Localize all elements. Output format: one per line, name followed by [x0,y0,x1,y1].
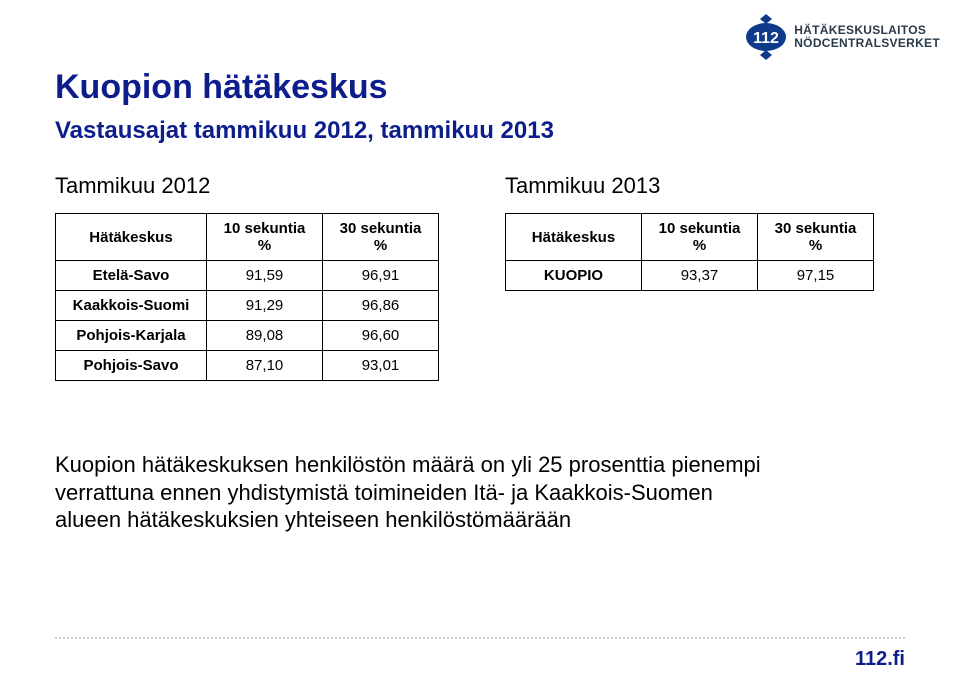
table-cell: 91,59 [207,261,323,291]
page-title: Kuopion hätäkeskus [55,68,905,107]
page-subtitle: Vastausajat tammikuu 2012, tammikuu 2013 [55,117,905,145]
table-cell: 91,29 [207,291,323,321]
table-cell: Kaakkois-Suomi [56,291,207,321]
table-cell: 93,37 [642,261,758,291]
table-row: Hätäkeskus 10 sekuntia% 30 sekuntia% [56,214,439,261]
logo-text-block: HÄTÄKESKUSLAITOS NÖDCENTRALSVERKET [794,24,940,49]
table-row: Hätäkeskus 10 sekuntia% 30 sekuntia% [506,214,874,261]
table-cell: 96,60 [323,321,439,351]
tables-container: Tammikuu 2012 Hätäkeskus 10 sekuntia% 30… [55,173,905,381]
table-2012: Hätäkeskus 10 sekuntia% 30 sekuntia% Ete… [55,213,439,381]
table-2012-label: Tammikuu 2012 [55,173,439,199]
table-cell: 93,01 [323,351,439,381]
table-cell: 96,91 [323,261,439,291]
logo-112-icon: 112 [744,14,788,60]
table-header: 30 sekuntia% [323,214,439,261]
table-cell: 89,08 [207,321,323,351]
table-row: Pohjois-Savo 87,10 93,01 [56,351,439,381]
logo: 112 HÄTÄKESKUSLAITOS NÖDCENTRALSVERKET [744,14,940,60]
logo-line2: NÖDCENTRALSVERKET [794,37,940,50]
table-row: Kaakkois-Suomi 91,29 96,86 [56,291,439,321]
table-2012-block: Tammikuu 2012 Hätäkeskus 10 sekuntia% 30… [55,173,439,381]
table-header: Hätäkeskus [56,214,207,261]
table-cell: 87,10 [207,351,323,381]
table-row: KUOPIO 93,37 97,15 [506,261,874,291]
table-cell: Etelä-Savo [56,261,207,291]
table-cell: Pohjois-Karjala [56,321,207,351]
table-header: 10 sekuntia% [207,214,323,261]
table-row: Etelä-Savo 91,59 96,91 [56,261,439,291]
table-header: 10 sekuntia% [642,214,758,261]
table-2013-block: Tammikuu 2013 Hätäkeskus 10 sekuntia% 30… [505,173,874,291]
table-2013-label: Tammikuu 2013 [505,173,874,199]
table-header: 30 sekuntia% [758,214,874,261]
table-cell: KUOPIO [506,261,642,291]
table-2013: Hätäkeskus 10 sekuntia% 30 sekuntia% KUO… [505,213,874,291]
table-cell: 97,15 [758,261,874,291]
body-paragraph: Kuopion hätäkeskuksen henkilöstön määrä … [55,451,775,534]
logo-number: 112 [753,30,779,47]
slide-page: 112 HÄTÄKESKUSLAITOS NÖDCENTRALSVERKET K… [0,0,960,687]
table-header: Hätäkeskus [506,214,642,261]
footer-brand: 112.fi [855,648,905,671]
table-row: Pohjois-Karjala 89,08 96,60 [56,321,439,351]
table-cell: Pohjois-Savo [56,351,207,381]
footer-divider [55,637,905,639]
table-cell: 96,86 [323,291,439,321]
